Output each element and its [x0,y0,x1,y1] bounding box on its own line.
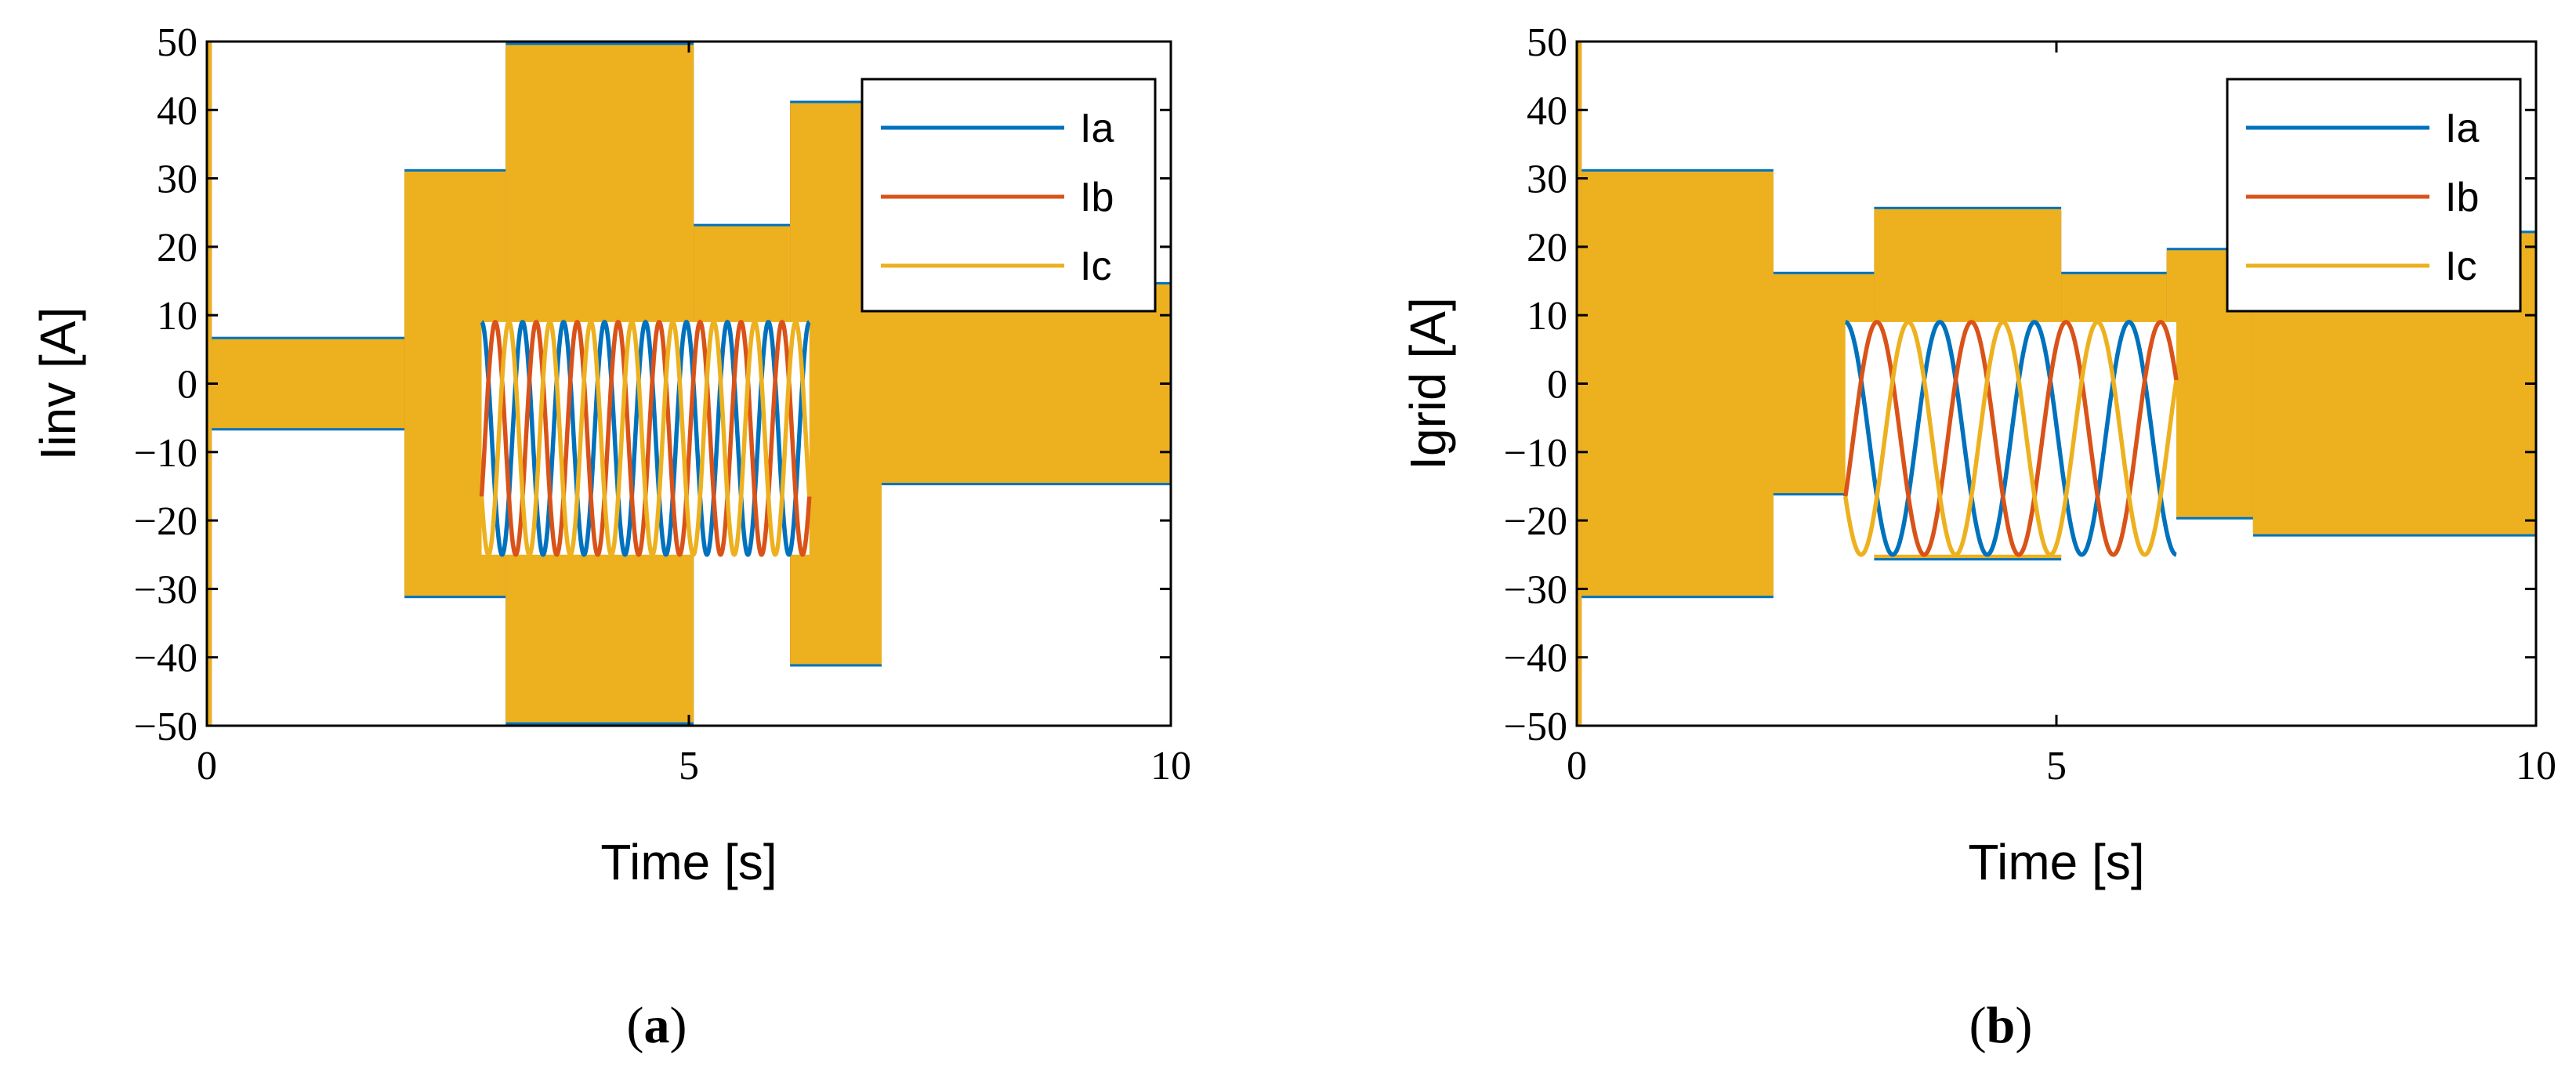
y-tick-label-3: 20 [157,226,197,270]
caption-paren-open-a: ( [627,997,644,1054]
caption-a: (a) [627,997,687,1054]
caption-b: (b) [1969,997,2033,1054]
legend-label-ia: Ia [2445,106,2479,151]
envelope-ic-seg-1 [1581,171,1773,596]
caption-paren-close-b: ) [2015,997,2032,1054]
legend-label-ib: Ib [2445,175,2479,220]
legend-label-ic: Ic [1080,244,1111,289]
x-axis-label-a: Time [s] [600,834,777,890]
inset-a [479,319,812,557]
caption-paren-close-a: ) [670,997,687,1054]
y-tick-label-2: 30 [1527,158,1567,202]
y-tick-label-0: 50 [157,20,197,65]
inset-wave-ia-b [1845,320,2177,557]
y-tick-label-7: −20 [1504,499,1567,544]
y-tick-label-8: −30 [1504,567,1567,612]
y-tick-label-8: −30 [134,567,197,612]
x-tick-label-1: 5 [679,744,699,788]
y-tick-label-3: 20 [1527,226,1567,270]
y-tick-label-5: 0 [177,363,197,408]
y-tick-label-1: 40 [157,89,197,133]
envelope-ic-seg-6 [882,284,1171,484]
y-tick-label-4: 10 [1527,294,1567,339]
x-tick-label-2: 10 [1150,744,1191,788]
inset-wave-ib-b [1842,320,2179,557]
y-tick-label-6: −10 [134,431,197,476]
x-tick-label-1: 5 [2046,744,2067,788]
y-tick-label-7: −20 [134,499,197,544]
inset-wave-ic-b [1842,320,2179,557]
y-tick-label-4: 10 [157,294,197,339]
envelope-ic-seg-1 [212,339,405,429]
x-axis-label-b: Time [s] [1968,834,2144,890]
y-tick-label-1: 40 [1527,89,1567,133]
y-tick-label-6: −10 [1504,431,1567,476]
legend-label-ib: Ib [1080,175,1114,220]
y-axis-label-a: Iinv [A] [30,307,86,461]
legend-label-ic: Ic [2445,244,2476,289]
y-tick-label-0: 50 [1527,20,1567,65]
inset-wave-ic-a [479,319,812,557]
y-tick-label-5: 0 [1547,363,1567,408]
y-tick-label-9: −40 [134,636,197,681]
x-tick-label-0: 0 [1567,744,1587,788]
caption-paren-open-b: ( [1969,997,1987,1054]
y-axis-label-b: Igrid [A] [1400,297,1456,470]
y-tick-label-10: −50 [134,705,197,749]
caption-letter-a: a [644,997,670,1054]
inset-b [1842,320,2179,557]
x-tick-label-2: 10 [2516,744,2556,788]
legend-b: Ia Ib Ic [2226,78,2522,313]
legend-a: Ia Ib Ic [860,78,1157,313]
x-tick-label-0: 0 [197,744,217,788]
caption-letter-b: b [1987,997,2016,1054]
y-tick-label-9: −40 [1504,636,1567,681]
y-tick-label-2: 30 [157,158,197,202]
y-tick-label-10: −50 [1504,705,1567,749]
legend-label-ia: Ia [1080,106,1114,151]
